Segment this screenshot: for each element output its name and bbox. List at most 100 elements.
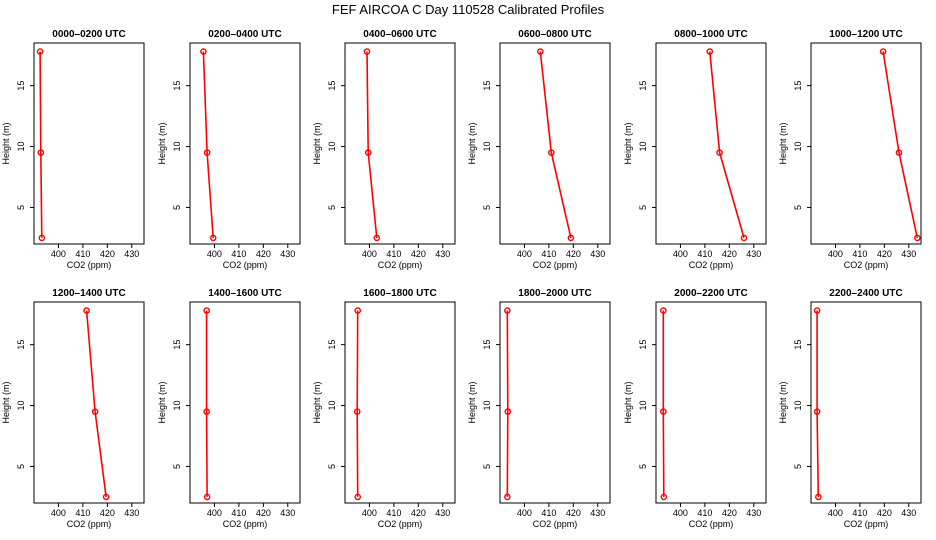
y-axis-label: Height (m)	[157, 122, 167, 164]
data-point	[504, 408, 512, 415]
data-point	[660, 493, 668, 501]
x-tick-label: 430	[901, 508, 916, 518]
x-tick-label: 420	[100, 508, 115, 518]
y-tick-label: 5	[482, 205, 492, 210]
y-tick-label: 5	[638, 205, 648, 210]
data-point	[37, 149, 45, 156]
data-point	[895, 149, 903, 156]
y-tick-label: 10	[482, 142, 492, 152]
data-point	[815, 493, 822, 501]
x-axis-label: CO2 (ppm)	[378, 519, 423, 529]
x-tick-label: 430	[124, 249, 139, 259]
plot-frame	[810, 301, 922, 504]
y-tick-label: 5	[172, 464, 182, 469]
x-tick-label: 420	[100, 249, 115, 259]
panel-title: 0600–0800 UTC	[518, 29, 591, 40]
y-tick-label: 5	[16, 464, 26, 469]
panel-4: 0800–1000 UTC 400 410 420 430 5 10 15 CO2 (ppm) H…	[623, 29, 767, 270]
x-tick-label: 420	[256, 508, 271, 518]
x-axis-label: CO2 (ppm)	[223, 519, 268, 529]
x-tick-label: 410	[697, 249, 712, 259]
data-point	[813, 307, 821, 314]
panel-8: 1600–1800 UTC 400 410 420 430 5 10 15 CO2 (ppm) H…	[312, 288, 456, 529]
x-tick-label: 410	[386, 508, 401, 518]
x-tick-label: 430	[901, 249, 916, 259]
y-tick-label: 10	[638, 401, 648, 411]
x-axis-label: CO2 (ppm)	[844, 519, 889, 529]
x-tick-label: 410	[697, 508, 712, 518]
y-tick-label: 10	[172, 142, 182, 152]
y-tick-label: 15	[482, 340, 492, 350]
y-tick-label: 10	[16, 142, 26, 152]
x-axis-label: CO2 (ppm)	[67, 260, 112, 270]
data-point	[354, 493, 362, 501]
y-tick-label: 15	[327, 81, 337, 91]
plot-frame	[344, 301, 456, 504]
profile-line	[205, 310, 208, 497]
x-tick-label: 400	[362, 249, 377, 259]
y-axis-label: Height (m)	[467, 122, 477, 164]
y-tick-label: 5	[327, 464, 337, 469]
x-tick-label: 420	[411, 249, 426, 259]
x-tick-label: 410	[386, 249, 401, 259]
x-tick-label: 430	[746, 508, 761, 518]
y-tick-label: 5	[327, 205, 337, 210]
plot-frame	[33, 301, 145, 504]
x-tick-label: 420	[256, 249, 271, 259]
y-axis-label: Height (m)	[312, 122, 322, 164]
panel-3: 0600–0800 UTC 400 410 420 430 5 10 15 CO2 (ppm) H…	[467, 29, 611, 270]
x-tick-label: 430	[435, 249, 450, 259]
x-axis-label: CO2 (ppm)	[689, 519, 734, 529]
plot-frame	[499, 301, 611, 504]
data-point	[83, 307, 90, 314]
panel-10: 2000–2200 UTC 400 410 420 430 5 10 15 CO2 (ppm) H…	[623, 288, 767, 529]
x-axis-label: CO2 (ppm)	[533, 519, 578, 529]
plot-frame	[655, 42, 767, 245]
x-tick-label: 400	[51, 249, 66, 259]
x-tick-label: 400	[207, 508, 222, 518]
x-axis-label: CO2 (ppm)	[844, 260, 889, 270]
panel-title: 2200–2400 UTC	[829, 288, 902, 299]
y-tick-label: 5	[638, 464, 648, 469]
data-point	[364, 149, 372, 156]
x-tick-label: 410	[541, 508, 556, 518]
x-tick-label: 430	[746, 249, 761, 259]
y-tick-label: 15	[327, 340, 337, 350]
data-point	[504, 493, 511, 501]
data-point	[879, 48, 887, 55]
x-tick-label: 400	[207, 249, 222, 259]
profile-line	[882, 51, 919, 239]
x-tick-label: 410	[231, 508, 246, 518]
x-tick-label: 400	[51, 508, 66, 518]
data-point	[548, 149, 555, 156]
data-point	[567, 234, 575, 242]
data-point	[504, 307, 511, 314]
data-point	[203, 493, 211, 501]
x-tick-label: 420	[877, 249, 892, 259]
panel-2: 0400–0600 UTC 400 410 420 430 5 10 15 CO2 (ppm) H…	[312, 29, 456, 270]
x-tick-label: 420	[877, 508, 892, 518]
plot-frame	[189, 42, 301, 245]
y-axis-label: Height (m)	[778, 381, 788, 423]
data-point	[354, 307, 362, 314]
y-tick-label: 10	[16, 401, 26, 411]
panel-title: 1800–2000 UTC	[518, 288, 591, 299]
x-tick-label: 420	[722, 508, 737, 518]
data-point	[660, 307, 667, 314]
panel-1: 0200–0400 UTC 400 410 420 430 5 10 15 CO2 (ppm) H…	[157, 29, 301, 270]
x-tick-label: 410	[852, 249, 867, 259]
data-point	[537, 48, 544, 55]
panel-title: 1000–1200 UTC	[829, 29, 902, 40]
x-tick-label: 400	[517, 249, 532, 259]
data-point	[38, 234, 46, 242]
panel-0: 0000–0200 UTC 400 410 420 430 5 10 15 CO2 (ppm) H…	[1, 29, 145, 270]
x-tick-label: 410	[852, 508, 867, 518]
y-axis-label: Height (m)	[467, 381, 477, 423]
panel-title: 1400–1600 UTC	[208, 288, 281, 299]
plot-frame	[810, 42, 922, 245]
y-axis-label: Height (m)	[623, 381, 633, 423]
y-axis-label: Height (m)	[157, 381, 167, 423]
y-tick-label: 15	[793, 340, 803, 350]
y-axis-label: Height (m)	[312, 381, 322, 423]
